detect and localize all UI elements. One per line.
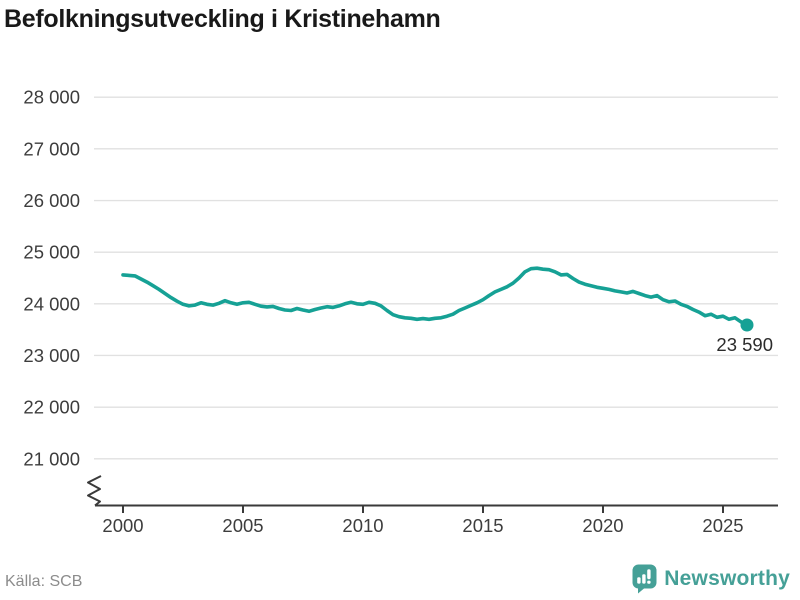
x-tick-label: 2010 bbox=[342, 515, 383, 536]
y-tick-label: 26 000 bbox=[23, 190, 80, 211]
x-tick-label: 2005 bbox=[222, 515, 263, 536]
x-tick-label: 2020 bbox=[582, 515, 623, 536]
y-tick-label: 28 000 bbox=[23, 87, 80, 108]
chart-title: Befolkningsutveckling i Kristinehamn bbox=[4, 5, 441, 33]
newsworthy-logo: Newsworthy bbox=[632, 564, 790, 594]
y-tick-label: 23 000 bbox=[23, 345, 80, 366]
end-point-marker bbox=[740, 318, 754, 332]
y-tick-label: 24 000 bbox=[23, 293, 80, 314]
y-tick-label: 25 000 bbox=[23, 242, 80, 263]
y-tick-label: 27 000 bbox=[23, 138, 80, 159]
x-tick-label: 2025 bbox=[702, 515, 743, 536]
y-axis-break-icon bbox=[87, 475, 102, 507]
newsworthy-wordmark: Newsworthy bbox=[664, 567, 790, 590]
newsworthy-bubble-chart-icon bbox=[632, 564, 657, 594]
x-tick-label: 2000 bbox=[102, 515, 143, 536]
y-tick-label: 21 000 bbox=[23, 448, 80, 469]
x-tick-label: 2015 bbox=[462, 515, 503, 536]
source-caption: Källa: SCB bbox=[5, 573, 83, 590]
population-line bbox=[121, 266, 749, 327]
y-tick-label: 22 000 bbox=[23, 397, 80, 418]
end-point-label: 23 590 bbox=[716, 334, 773, 355]
